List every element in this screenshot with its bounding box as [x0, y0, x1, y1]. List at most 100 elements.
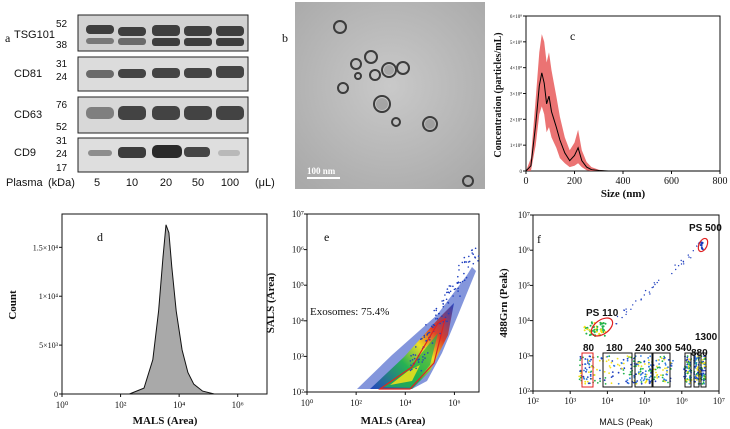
e-scatter-dot [456, 282, 458, 284]
e-scatter-dot [422, 359, 424, 361]
panel-e-scatter: e Exosomes: 75.4% 10⁰ 10² 10⁴ 10⁶ 10²10³10⁴… [265, 209, 480, 427]
e-scatter-dot [449, 290, 452, 293]
f-scatter-dot [600, 328, 603, 331]
e-scatter-dot [424, 357, 426, 359]
f-scatter-dot [663, 357, 666, 359]
e-scatter-dot [452, 295, 454, 297]
f-scatter-dot [702, 372, 705, 375]
e-scatter-dot [446, 288, 449, 290]
e-scatter-dot [467, 266, 470, 268]
e-scatter-dot [468, 255, 470, 258]
f-scatter-dot [596, 356, 599, 358]
f-scatter-dot [588, 329, 591, 331]
f-scatter-dot [654, 380, 657, 383]
f-scatter-dot [608, 372, 610, 374]
f-scatter-dot [586, 358, 589, 361]
f-scatter-dot [589, 373, 592, 376]
f-scatter-dot [662, 374, 664, 376]
e-scatter-dot [442, 303, 445, 305]
chart-c-mean-line [525, 72, 720, 172]
f-scatter-dot [625, 313, 627, 316]
e-ytick-label: 10⁴ [292, 316, 304, 326]
f-scatter-dot [697, 357, 699, 359]
f-scatter-dot [626, 359, 629, 362]
ps110-label: PS 110 [586, 308, 619, 319]
e-scatter-dot [411, 368, 413, 371]
e-scatter-dot [465, 261, 468, 263]
e-scatter-dot [474, 256, 476, 258]
chart-f-xlabel: MALS (Peak) [599, 417, 653, 427]
f-scatter-dot [696, 366, 699, 368]
f-scatter-dot [586, 328, 589, 331]
f-scatter-dot [692, 250, 694, 252]
e-xtick-label: 10² [350, 398, 362, 408]
f-scatter-dot [651, 286, 653, 289]
marker-17: 17 [56, 163, 68, 174]
f-scatter-dot [617, 371, 620, 374]
f-scatter-dot [660, 374, 662, 376]
f-scatter-dot [590, 370, 593, 373]
chart-c-xlabel: Size (nm) [601, 188, 646, 200]
c-xtick-label: 200 [567, 176, 582, 187]
e-ytick-label: 10³ [292, 351, 304, 361]
panel-a-western-blot: a TSG101 52 38 CD81 31 24 CD63 76 52 CD9… [5, 14, 275, 189]
f-scatter-dot [625, 380, 627, 383]
f-ytick-label: 10³ [518, 351, 530, 361]
marker-24b: 24 [56, 149, 68, 160]
f-scatter-dot [695, 365, 697, 368]
blot-label-cd9: CD9 [14, 147, 36, 159]
f-scatter-dot [639, 370, 642, 373]
f-scatter-dot [616, 357, 619, 360]
f-ytick-label: 10⁵ [518, 280, 530, 290]
blot-label-tsg101: TSG101 [14, 29, 55, 41]
panel-b-letter: b [282, 31, 288, 45]
chart-e-annotation: Exosomes: 75.4% [310, 306, 389, 318]
f-scatter-dot [663, 378, 665, 381]
f-scatter-dot [635, 300, 637, 302]
f-scatter-dot [648, 376, 651, 379]
f-scatter-dot [630, 373, 632, 376]
f-scatter-dot [621, 367, 623, 370]
f-scatter-dot [648, 363, 650, 365]
f-scatter-dot [610, 382, 613, 385]
f-scatter-dot [603, 370, 606, 373]
f-scatter-dot [663, 358, 666, 361]
f-scatter-dot [600, 330, 603, 333]
f-scatter-dot [683, 263, 685, 265]
f-scatter-dot [580, 376, 582, 379]
f-scatter-dot [610, 376, 613, 378]
f-scatter-dot [666, 371, 668, 373]
chart-f-frame [532, 214, 720, 392]
marker-76: 76 [56, 100, 68, 111]
f-scatter-dot [585, 368, 588, 371]
e-scatter-dot [472, 253, 474, 255]
f-scatter-dot [610, 361, 613, 364]
bead-label-540: 540 [675, 343, 692, 354]
f-scatter-dot [640, 367, 642, 370]
f-scatter-dot [701, 383, 704, 385]
panel-c-size-chart: c 0 200 400 600 800 0 1×10⁸ 2×10⁸ 3×10⁸ 4×10⁸ 5×1… [493, 14, 728, 200]
f-scatter-dot [590, 321, 593, 324]
f-scatter-dot [635, 365, 637, 367]
f-scatter-dot [601, 327, 604, 329]
f-scatter-dot [609, 366, 612, 369]
f-xtick-label: 10⁵ [639, 396, 651, 406]
f-scatter-dot [661, 376, 664, 379]
f-scatter-dot [579, 375, 582, 378]
f-scatter-dot [591, 329, 594, 332]
f-scatter-dot [687, 254, 689, 256]
f-scatter-dot [579, 370, 581, 373]
e-scatter-dot [457, 275, 459, 278]
f-scatter-dot [589, 375, 592, 377]
volume-5: 5 [94, 177, 100, 189]
f-scatter-dot [600, 357, 603, 360]
bead-label-300: 300 [655, 343, 672, 354]
f-scatter-dot [654, 368, 657, 371]
f-scatter-dot [588, 366, 591, 369]
f-scatter-dot [594, 379, 596, 382]
e-scatter-dot [463, 256, 466, 259]
f-scatter-dot [583, 378, 586, 380]
marker-24: 24 [56, 72, 68, 83]
f-scatter-dot [640, 377, 643, 379]
d-xtick-label: 10² [115, 400, 127, 410]
